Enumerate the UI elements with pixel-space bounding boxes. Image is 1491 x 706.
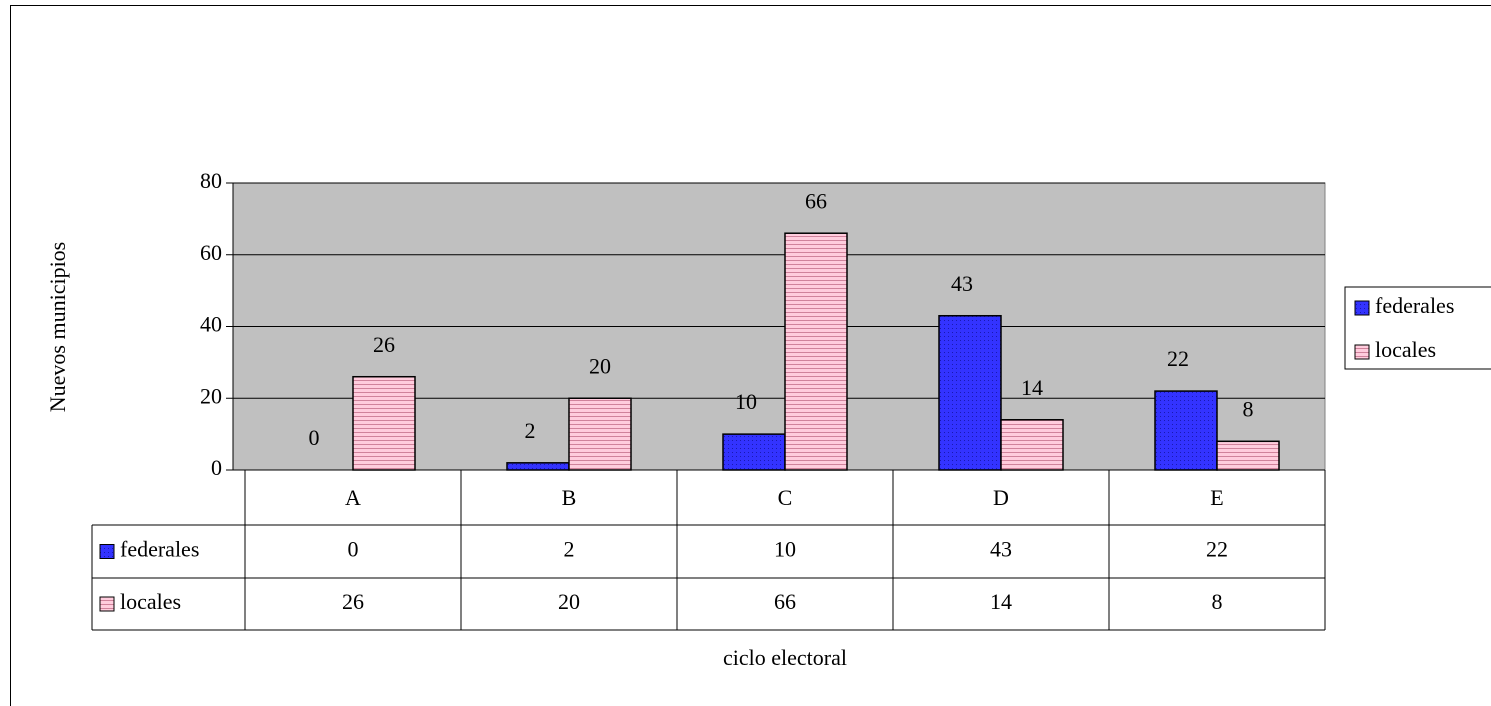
data-label: 10 <box>735 389 757 414</box>
bar <box>352 375 416 471</box>
table-value: 14 <box>990 589 1012 614</box>
bar <box>1154 390 1218 471</box>
legend-label: federales <box>1375 293 1454 318</box>
x-tick-label: E <box>1210 485 1223 510</box>
x-tick-label: B <box>562 485 577 510</box>
table-value: 8 <box>1212 589 1223 614</box>
y-tick-label: 60 <box>200 240 222 265</box>
y-tick-label: 0 <box>211 455 222 480</box>
bar <box>722 433 786 471</box>
table-value: 22 <box>1206 537 1228 562</box>
data-label: 14 <box>1021 375 1043 400</box>
data-label: 26 <box>373 332 395 357</box>
x-tick-label: C <box>778 485 793 510</box>
legend-label: locales <box>1375 337 1436 362</box>
table-value: 0 <box>348 537 359 562</box>
table-value: 43 <box>990 537 1012 562</box>
data-label: 22 <box>1167 346 1189 371</box>
legend-swatch <box>1354 300 1370 316</box>
data-label: 20 <box>589 353 611 378</box>
data-label: 66 <box>805 188 827 213</box>
bar <box>506 462 570 471</box>
x-axis-title: ciclo electoral <box>723 645 847 670</box>
table-swatch <box>99 544 115 559</box>
table-value: 10 <box>774 537 796 562</box>
table-value: 2 <box>564 537 575 562</box>
y-axis-title: Nuevos municipios <box>45 242 70 413</box>
table-value: 26 <box>342 589 364 614</box>
chart-frame <box>10 5 1491 706</box>
y-tick-label: 80 <box>200 168 222 193</box>
x-tick-label: A <box>345 485 361 510</box>
table-series-name: locales <box>120 589 181 614</box>
table-series-name: federales <box>120 537 199 562</box>
bar <box>568 397 632 471</box>
bar <box>784 232 848 471</box>
y-tick-label: 40 <box>200 312 222 337</box>
bar <box>1000 419 1064 471</box>
x-tick-label: D <box>993 485 1009 510</box>
data-label: 43 <box>951 271 973 296</box>
y-tick-label: 20 <box>200 383 222 408</box>
data-label: 0 <box>309 425 320 450</box>
table-swatch <box>99 596 115 612</box>
legend-swatch <box>1354 344 1370 360</box>
bar <box>1216 440 1280 471</box>
data-label: 8 <box>1243 396 1254 421</box>
table-value: 66 <box>774 589 796 614</box>
bar <box>938 314 1002 471</box>
table-value: 20 <box>558 589 580 614</box>
data-label: 2 <box>525 418 536 443</box>
